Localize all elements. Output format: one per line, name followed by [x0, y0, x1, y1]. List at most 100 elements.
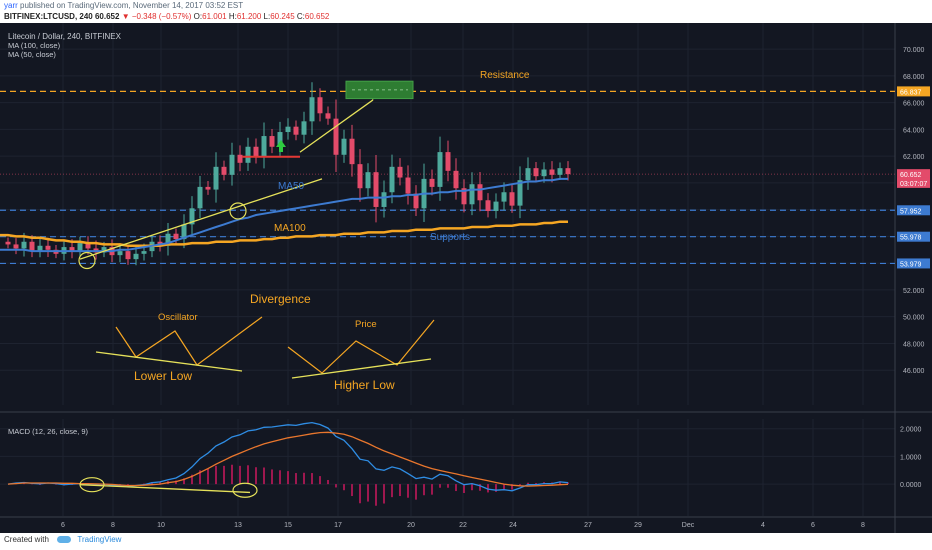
time-tick-label: 27: [584, 522, 592, 529]
candle: [493, 201, 499, 211]
published-text: published on TradingView.com, November 1…: [20, 1, 244, 10]
candle: [389, 166, 395, 193]
candle: [21, 241, 27, 249]
price-tick-label: 66.000: [903, 101, 925, 108]
candle: [525, 168, 531, 181]
price-tick-label: 62.000: [903, 154, 925, 161]
candle: [13, 244, 19, 249]
candle: [301, 121, 307, 135]
candle: [517, 180, 523, 206]
candle: [229, 154, 235, 175]
price-tick-label: 52.000: [903, 288, 925, 295]
open-value: 61.001: [202, 12, 227, 21]
chart-area[interactable]: 46.00048.00050.00052.00054.00056.00058.0…: [0, 23, 932, 533]
signal-line: [7, 431, 569, 487]
candle: [277, 132, 283, 147]
candle: [445, 152, 451, 171]
candle: [333, 118, 339, 155]
candle: [45, 245, 51, 250]
candle: [77, 243, 83, 252]
supports-label: Supports: [430, 232, 470, 243]
macd-trend-line: [79, 484, 251, 494]
candle: [317, 97, 323, 114]
footer: Created with TradingView: [4, 535, 121, 544]
symbol-info: BITFINEX:LTCUSD, 240 60.652 ▼ −0.348 (−0…: [4, 12, 330, 21]
candle: [349, 138, 355, 165]
candle: [357, 164, 363, 189]
candle: [437, 152, 443, 187]
ma100-line: [0, 220, 568, 248]
macd-tick-label: 2.0000: [900, 427, 922, 434]
candle: [485, 200, 491, 211]
candle: [293, 126, 299, 135]
resistance-label: Resistance: [480, 70, 530, 81]
price-label-box: [897, 205, 930, 216]
candle: [213, 166, 219, 190]
time-tick-label: 20: [407, 522, 415, 529]
candle: [341, 138, 347, 155]
time-tick-label: 24: [509, 522, 517, 529]
last-price: 60.652: [94, 12, 120, 21]
price-trend: [291, 358, 432, 379]
candle: [205, 186, 211, 190]
candle: [221, 166, 227, 175]
candle: [509, 192, 515, 206]
candle: [141, 251, 147, 254]
candle: [309, 97, 315, 122]
time-tick-label: Dec: [682, 522, 695, 529]
candle: [29, 241, 35, 252]
price-change: ▼ −0.348 (−0.57%): [121, 12, 192, 21]
macd-low-circle: [232, 482, 258, 498]
oscillator-sketch: [115, 316, 263, 366]
time-tick-label: 10: [157, 522, 165, 529]
tradingview-logo-icon: [57, 536, 72, 544]
oscillator-trend: [95, 351, 243, 372]
candle: [133, 253, 139, 260]
legend-ma50[interactable]: MA (50, close): [8, 50, 56, 59]
price-label-text: 53.979: [900, 261, 922, 268]
tradingview-brand[interactable]: TradingView: [77, 535, 122, 544]
price-label-box: [897, 258, 930, 269]
candle: [197, 186, 203, 209]
chart-title: Litecoin / Dollar, 240, BITFINEX: [8, 32, 122, 41]
candle: [285, 126, 291, 133]
time-tick-label: 17: [334, 522, 342, 529]
time-tick-label: 15: [284, 522, 292, 529]
price-tick-label: 50.000: [903, 315, 925, 322]
time-tick-label: 8: [861, 522, 865, 529]
time-tick-label: 29: [634, 522, 642, 529]
macd-tick-label: 0.0000: [900, 482, 922, 489]
price-label-box: [897, 177, 930, 188]
price-label-text: 60.652: [900, 172, 922, 179]
candle: [413, 193, 419, 209]
price-label-text: 66.837: [900, 89, 922, 96]
author-link[interactable]: yarr: [4, 1, 18, 10]
candle: [117, 251, 123, 256]
macd-low-circle: [79, 477, 105, 493]
macd-legend[interactable]: MACD (12, 26, close, 9): [8, 427, 89, 436]
time-tick-label: 13: [234, 522, 242, 529]
candle: [253, 146, 259, 157]
price-tick-label: 48.000: [903, 341, 925, 348]
price-label-box: [897, 86, 930, 97]
candle: [245, 146, 251, 163]
legend-ma100[interactable]: MA (100, close): [8, 41, 61, 50]
time-tick-label: 4: [761, 522, 765, 529]
target-arrow: [299, 99, 374, 153]
candle: [269, 136, 275, 147]
price-tick-label: 46.000: [903, 368, 925, 375]
chart-svg[interactable]: 46.00048.00050.00052.00054.00056.00058.0…: [0, 23, 932, 533]
candle: [237, 154, 243, 163]
time-tick-label: 6: [811, 522, 815, 529]
candle: [325, 113, 331, 119]
price-label-box: [897, 169, 930, 180]
time-tick-label: 8: [111, 522, 115, 529]
price-tick-label: 64.000: [903, 127, 925, 134]
high-value: 61.200: [236, 12, 262, 21]
low-value: 60.245: [270, 12, 295, 21]
price-sketch: [287, 319, 435, 374]
candle: [397, 166, 403, 178]
target-box: [345, 80, 414, 100]
candle: [461, 188, 467, 205]
candle: [469, 184, 475, 205]
